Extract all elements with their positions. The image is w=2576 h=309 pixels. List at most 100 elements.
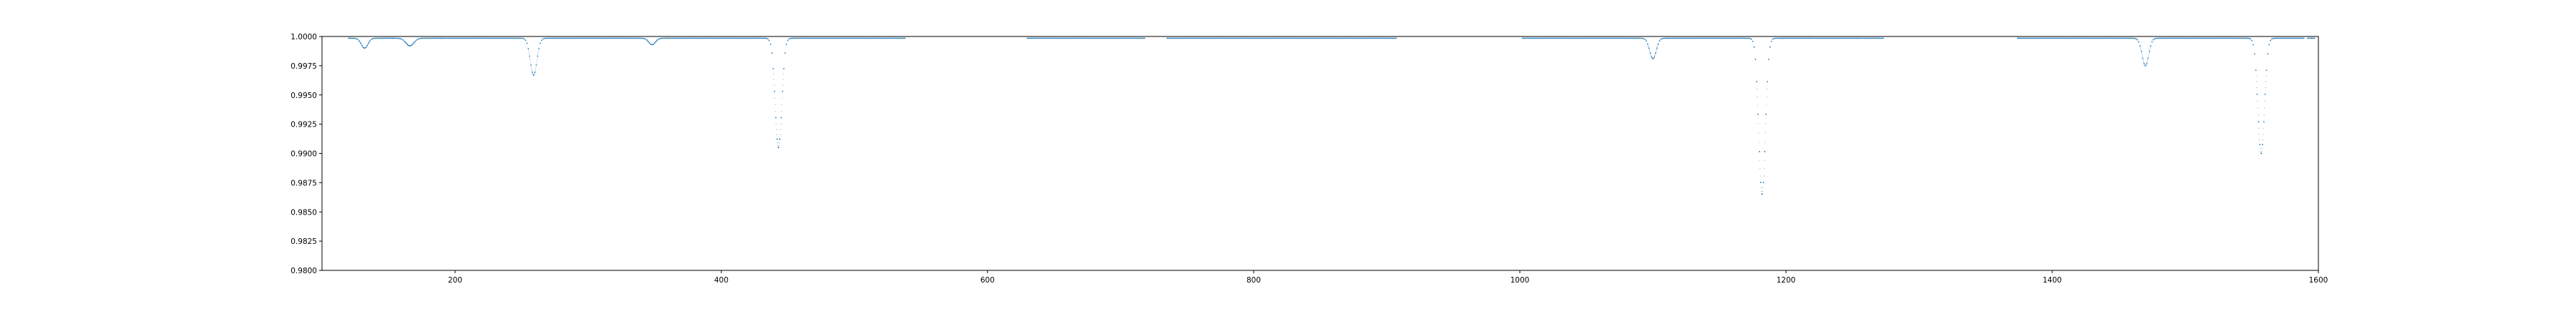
data-point [1773, 37, 1775, 39]
data-point [660, 37, 663, 39]
data-point [2311, 37, 2313, 39]
data-point [2166, 37, 2167, 39]
data-point [1621, 37, 1624, 39]
data-point [1549, 37, 1551, 39]
data-point [597, 37, 598, 39]
data-point [1795, 37, 1796, 39]
data-point [2205, 37, 2207, 39]
data-point [402, 39, 404, 41]
data-point [566, 37, 568, 39]
data-point [1066, 37, 1068, 39]
data-point [1081, 37, 1083, 39]
data-point [880, 37, 882, 39]
data-point [891, 37, 892, 39]
data-point [449, 37, 451, 39]
data-point [401, 38, 403, 40]
data-point [900, 37, 902, 39]
data-point [1294, 37, 1296, 39]
data-point [1210, 37, 1212, 39]
data-point [683, 37, 685, 39]
data-point [1221, 37, 1223, 39]
data-point [436, 37, 437, 39]
data-point [620, 37, 623, 39]
data-point [1826, 37, 1828, 39]
data-point [1352, 37, 1355, 39]
data-point [2107, 37, 2109, 39]
data-point [1258, 37, 1260, 39]
data-point [1846, 37, 1848, 39]
data-point [541, 39, 542, 41]
data-point [1306, 37, 1308, 39]
data-point [879, 37, 881, 39]
data-point [716, 37, 718, 39]
data-point [469, 37, 471, 39]
data-point [1532, 37, 1534, 39]
data-point [464, 37, 465, 39]
data-point [2131, 37, 2133, 39]
data-point [750, 37, 751, 39]
data-point [498, 37, 500, 39]
data-point [2260, 152, 2263, 154]
data-point [721, 37, 723, 39]
data-point [399, 38, 401, 40]
data-point [1817, 37, 1819, 39]
data-point [1637, 37, 1639, 39]
data-point [1318, 37, 1320, 39]
data-point [801, 37, 804, 39]
data-point [2051, 37, 2053, 39]
data-point [1579, 37, 1581, 39]
data-point [418, 38, 420, 40]
data-point [1540, 37, 1542, 39]
data-point [1390, 37, 1392, 39]
data-point [1869, 37, 1871, 39]
data-point [635, 37, 637, 39]
data-point [747, 37, 749, 39]
data-point [1778, 37, 1780, 39]
data-point [2301, 37, 2303, 39]
data-point [636, 37, 638, 39]
data-point [1270, 37, 1272, 39]
data-point [2030, 37, 2032, 39]
data-point [2038, 37, 2040, 39]
data-point [1601, 37, 1604, 39]
data-point [2258, 127, 2260, 129]
y-tick-label: 0.9875 [291, 179, 317, 187]
data-point [1038, 37, 1040, 39]
data-point [2062, 37, 2064, 39]
data-point [1812, 37, 1814, 39]
data-point [615, 37, 617, 39]
data-point [521, 37, 522, 39]
data-point [1662, 37, 1664, 39]
data-point [800, 37, 802, 39]
data-point [2195, 37, 2197, 39]
data-point [1284, 37, 1287, 39]
x-tick-label: 1400 [2043, 276, 2062, 285]
data-point [351, 37, 353, 39]
data-point [2256, 87, 2258, 89]
data-point [1680, 37, 1682, 39]
data-point [1170, 37, 1172, 39]
y-tick-label: 0.9900 [291, 150, 317, 159]
data-point [2261, 147, 2263, 149]
data-point [1205, 37, 1206, 39]
data-point [1603, 37, 1605, 39]
data-point [2227, 37, 2229, 39]
data-point [2083, 37, 2085, 39]
data-point [1596, 37, 1598, 39]
data-point [562, 37, 564, 39]
data-point [823, 37, 825, 39]
data-point [1654, 54, 1656, 56]
data-point [836, 37, 838, 39]
data-point [1338, 37, 1340, 39]
data-point [1114, 37, 1116, 39]
data-point [512, 37, 513, 39]
data-point [812, 37, 814, 39]
data-point [1254, 37, 1256, 39]
data-point [1722, 37, 1724, 39]
data-point [759, 37, 761, 39]
data-point [2235, 37, 2237, 39]
data-point [1581, 37, 1584, 39]
data-point [2129, 37, 2132, 39]
data-point [1244, 37, 1245, 39]
